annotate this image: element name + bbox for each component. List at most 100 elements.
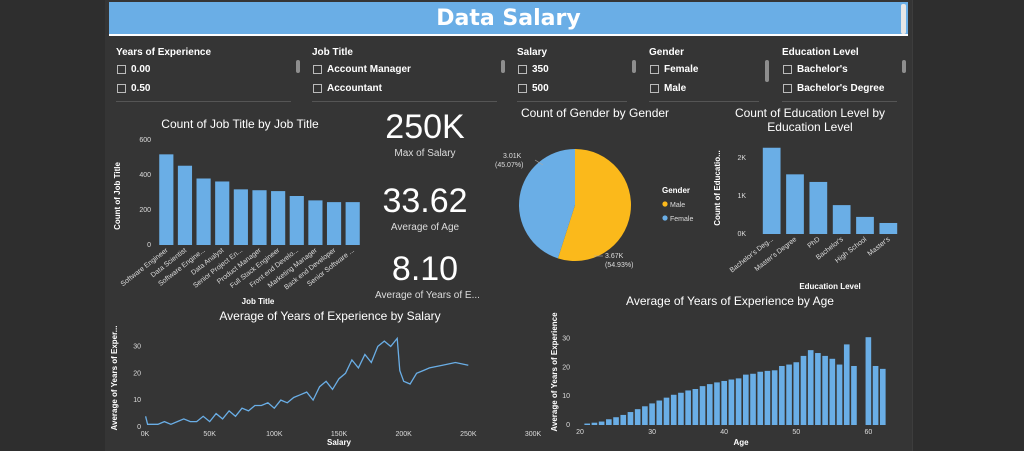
bar <box>308 200 323 245</box>
checkbox[interactable] <box>783 65 792 74</box>
slicer-scrollbar[interactable] <box>632 60 636 73</box>
title-scrollbar[interactable] <box>901 4 906 34</box>
bar <box>649 403 655 425</box>
slicer-option[interactable]: Male <box>649 79 774 98</box>
checkbox[interactable] <box>783 84 792 93</box>
slicer-scrollbar[interactable] <box>501 60 505 73</box>
bar <box>584 423 591 425</box>
bar <box>685 390 691 425</box>
bar <box>326 202 342 245</box>
bar <box>177 165 193 245</box>
checkbox[interactable] <box>313 84 322 93</box>
slicer-option[interactable]: Female <box>649 60 774 79</box>
y-tick-label: 10 <box>133 397 141 404</box>
slicer-option[interactable]: 0.50 <box>116 79 306 98</box>
slicer-option-label: Female <box>664 64 699 75</box>
x-tick-label: Master's <box>867 236 892 258</box>
bar <box>809 181 828 234</box>
checkbox[interactable] <box>117 65 126 74</box>
checkbox[interactable] <box>518 84 527 93</box>
checkbox[interactable] <box>313 65 322 74</box>
slicer-title: Education Level <box>782 47 859 58</box>
bar <box>271 191 286 245</box>
slicer-option[interactable]: 350 <box>517 60 642 79</box>
bar <box>656 400 663 425</box>
slicer-option[interactable]: 0.00 <box>116 60 306 79</box>
y-axis-title: Average of Years of Exper... <box>110 326 119 431</box>
slicer-scrollbar[interactable] <box>765 60 769 82</box>
bar <box>721 380 727 425</box>
kpi-max-salary-label: Max of Salary <box>394 148 456 159</box>
chart-title-job-title: Count of Job Title by Job Title <box>161 117 319 131</box>
slicer-option[interactable]: Bachelor's <box>782 60 910 79</box>
chart-title-education: Count of Education Level by Education Le… <box>734 106 886 134</box>
legend-title: Gender <box>662 186 690 195</box>
slicer-scrollbar[interactable] <box>296 60 300 73</box>
page-title: Data Salary <box>436 6 581 31</box>
bar <box>822 355 828 425</box>
slicer-option-label: Male <box>664 83 687 94</box>
bar <box>613 417 619 425</box>
x-tick-label: 0K <box>141 431 150 438</box>
y-axis-title: Average of Years of Experience <box>550 312 559 432</box>
kpi-average-years-experience-value: 8.10 <box>391 250 459 288</box>
y-tick-label: 30 <box>562 336 570 343</box>
x-tick-label: 20 <box>576 429 584 436</box>
bar <box>252 190 267 245</box>
legend-swatch-female <box>662 215 668 221</box>
bar <box>771 370 778 425</box>
checkbox[interactable] <box>650 84 659 93</box>
bar <box>728 379 735 425</box>
slicer-divider <box>517 101 627 102</box>
slicer-option[interactable]: Accountant <box>312 79 512 98</box>
pie-slice <box>557 149 632 261</box>
pie-slice <box>519 149 575 259</box>
x-axis-title: Age <box>733 438 749 447</box>
title-bar: Data Salary <box>109 2 908 36</box>
slicer-title: Salary <box>517 47 548 58</box>
y-tick-label: 400 <box>139 172 151 179</box>
slicer-option[interactable]: Bachelor's Degree <box>782 79 910 98</box>
series-line <box>144 336 469 426</box>
slicer-option[interactable]: Account Manager <box>312 60 512 79</box>
checkbox[interactable] <box>650 65 659 74</box>
checkbox[interactable] <box>117 84 126 93</box>
y-tick-label: 30 <box>133 343 141 350</box>
report-canvas: Data Salary Years of Experience 0.00 0.5… <box>105 0 912 451</box>
slicer-salary: Salary 350 500 <box>517 46 642 102</box>
bar <box>670 394 677 425</box>
chart-title-exp-by-salary: Average of Years of Experience by Salary <box>219 309 441 323</box>
bar <box>856 216 874 234</box>
x-tick-label: 30 <box>648 429 656 436</box>
slicer-option[interactable]: 500 <box>517 79 642 98</box>
bar <box>714 382 720 425</box>
bar <box>663 397 670 425</box>
slicer-scrollbar[interactable] <box>902 60 906 73</box>
bar <box>233 189 248 245</box>
bar <box>620 414 627 425</box>
x-tick-label: 60 <box>864 429 872 436</box>
x-tick-label: 50 <box>792 429 800 436</box>
bar <box>879 222 898 234</box>
bar <box>815 353 821 425</box>
outer-left-panel <box>0 0 105 451</box>
slicer-title: Job Title <box>312 47 353 58</box>
y-tick-label: 0 <box>137 424 141 431</box>
slicer-education-level: Education Level Bachelor's Bachelor's De… <box>782 46 910 102</box>
bar <box>762 147 781 234</box>
checkbox[interactable] <box>518 65 527 74</box>
slicer-option-label: 0.50 <box>131 83 151 94</box>
bar <box>598 421 605 425</box>
legend-label-male: Male <box>670 202 685 209</box>
slicer-divider <box>116 101 291 102</box>
bar <box>743 374 749 425</box>
x-tick-label: 50K <box>203 431 216 438</box>
x-tick-label: 40 <box>720 429 728 436</box>
kpi-average-age-value: 33.62 <box>382 182 468 220</box>
y-axis-title: Count of Job Title <box>113 162 122 230</box>
bar <box>196 178 211 245</box>
bar <box>786 364 792 425</box>
slicer-divider <box>649 101 759 102</box>
bar <box>591 422 598 425</box>
